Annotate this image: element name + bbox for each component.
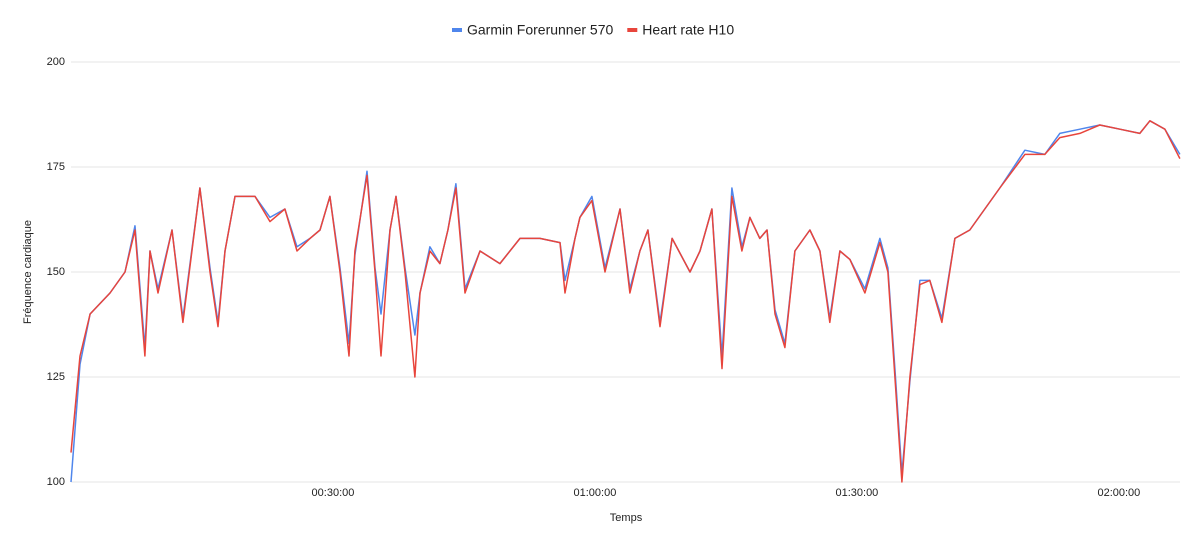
x-tick-label: 02:00:00 — [1097, 487, 1140, 499]
legend-swatch — [452, 28, 462, 32]
series-line — [70, 120, 1181, 483]
y-tick-label: 150 — [47, 266, 65, 278]
y-axis-label: Fréquence cardiaque — [22, 220, 34, 324]
y-tick-label: 175 — [47, 161, 65, 173]
legend-label: Heart rate H10 — [642, 22, 734, 38]
x-axis-label: Temps — [610, 512, 643, 524]
x-tick-label: 01:00:00 — [574, 487, 617, 499]
series-line — [70, 120, 1181, 483]
legend-label: Garmin Forerunner 570 — [467, 22, 614, 38]
x-tick-label: 01:30:00 — [835, 487, 878, 499]
x-tick-label: 00:30:00 — [312, 487, 355, 499]
y-tick-label: 100 — [47, 476, 65, 488]
y-tick-label: 200 — [47, 56, 65, 68]
legend-swatch — [627, 28, 638, 32]
y-tick-label: 125 — [47, 371, 65, 383]
